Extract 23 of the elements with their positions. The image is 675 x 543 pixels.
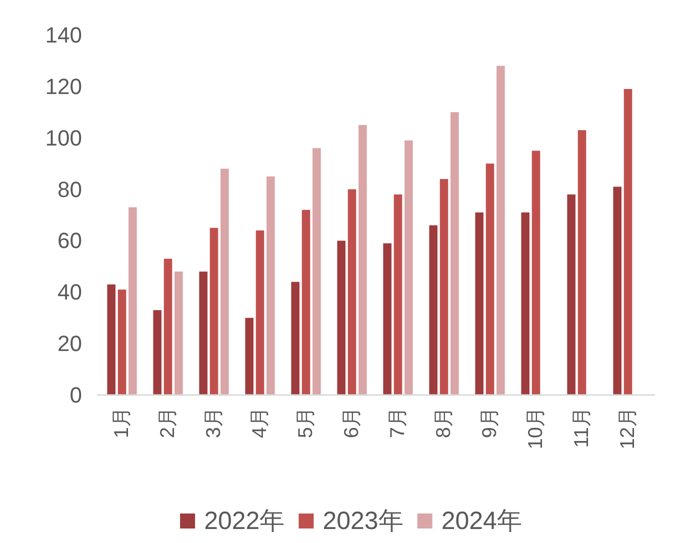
x-tick-label: 9月 xyxy=(479,407,501,438)
x-tick-label: 3月 xyxy=(203,407,225,438)
x-tick-label: 1月 xyxy=(111,407,133,438)
x-tick-label: 10月 xyxy=(525,407,547,450)
y-tick-label: 80 xyxy=(58,176,82,202)
y-tick-label: 0 xyxy=(70,382,82,408)
x-tick-label: 11月 xyxy=(571,407,593,448)
x-tick-label: 6月 xyxy=(341,407,363,438)
x-tick-label: 4月 xyxy=(249,407,271,438)
legend-label: 2024年 xyxy=(441,507,522,535)
legend-label: 2022年 xyxy=(204,507,285,535)
y-tick-label: 100 xyxy=(45,125,82,150)
legend-label: 2023年 xyxy=(322,507,404,535)
y-tick-label: 140 xyxy=(45,22,82,48)
x-tick-label: 8月 xyxy=(433,407,455,438)
y-tick-label: 120 xyxy=(45,74,82,99)
y-tick-label: 20 xyxy=(58,331,82,356)
y-tick-label: 40 xyxy=(58,280,82,305)
y-tick-label: 60 xyxy=(58,228,82,254)
x-tick-label: 2月 xyxy=(157,407,179,438)
x-tick-label: 5月 xyxy=(295,407,317,438)
x-tick-label: 7月 xyxy=(387,407,409,438)
x-tick-label: 12月 xyxy=(617,407,639,450)
